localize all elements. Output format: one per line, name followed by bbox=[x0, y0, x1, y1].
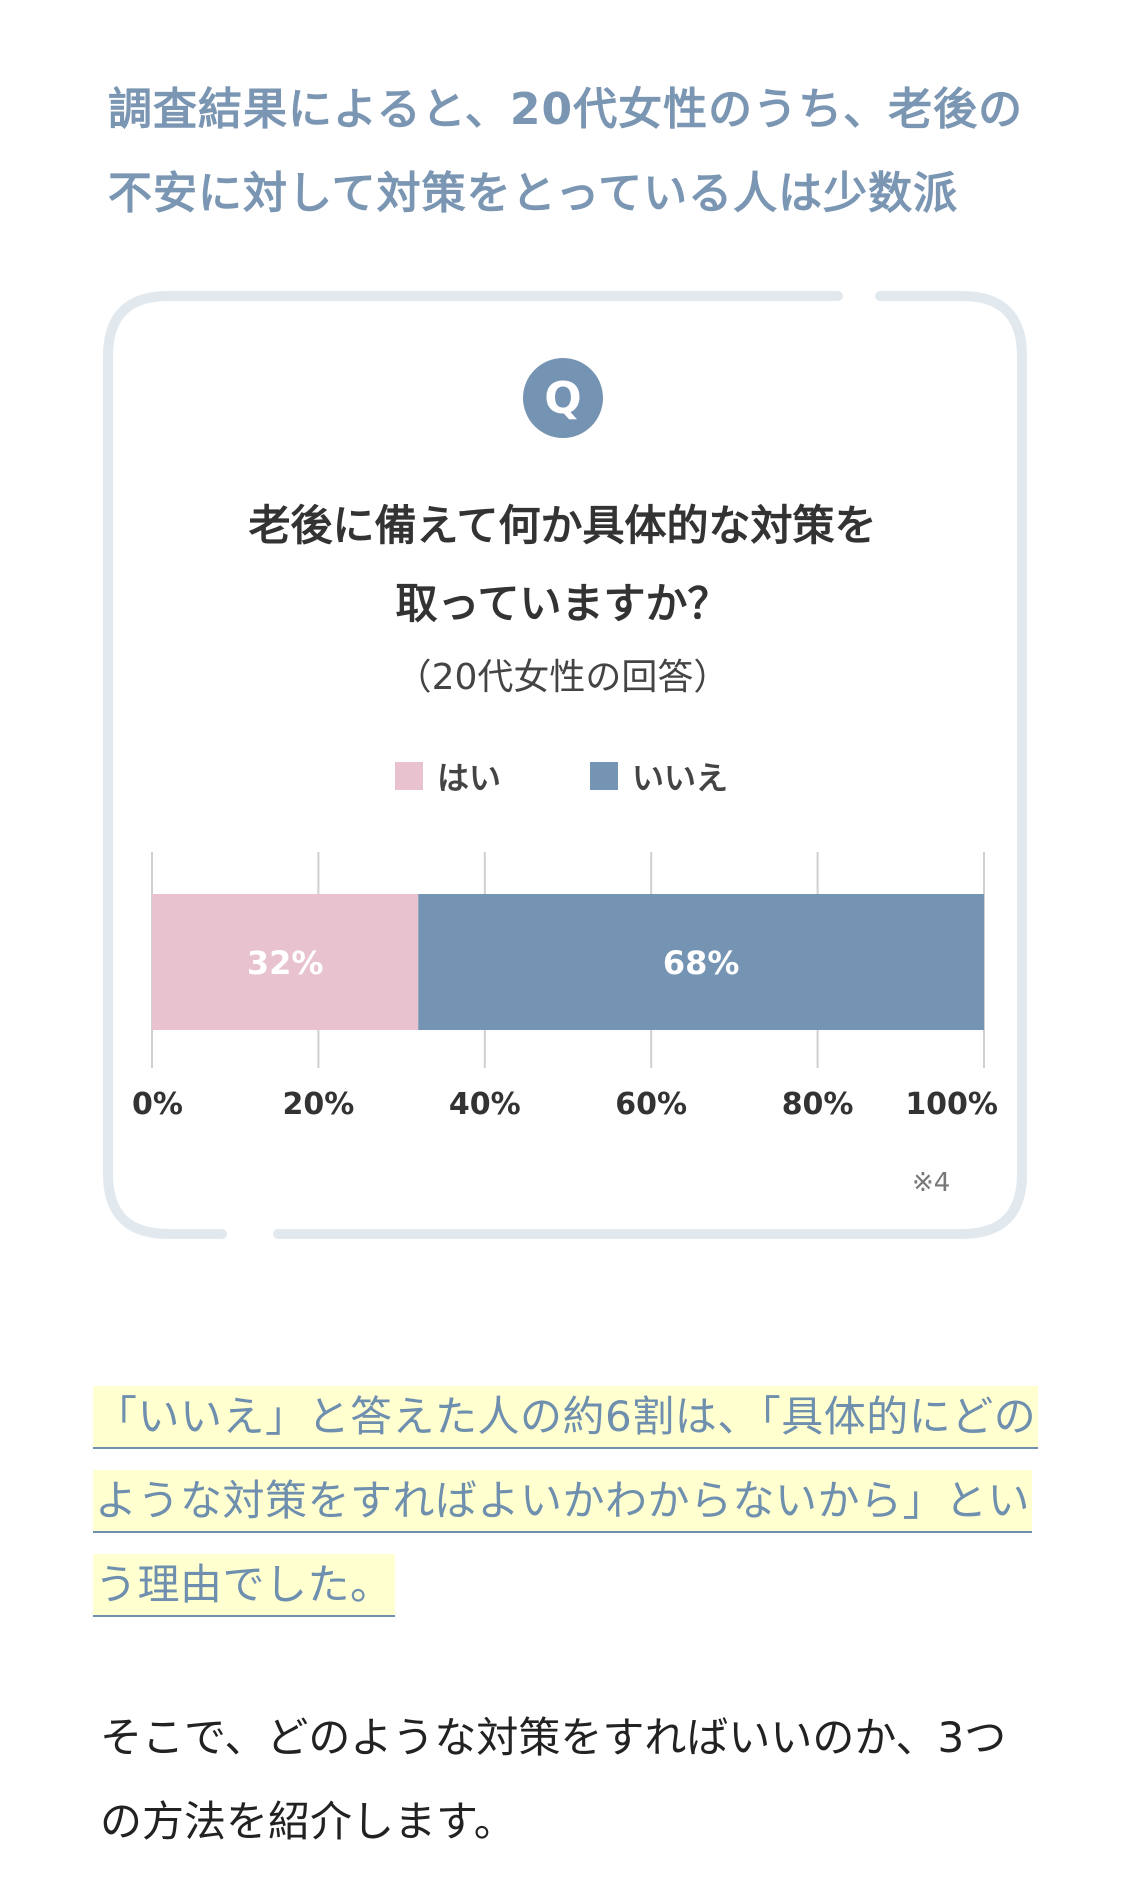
x-tick-label-20: 20% bbox=[282, 1087, 354, 1122]
chart-legend: はい いいえ bbox=[0, 753, 1125, 797]
x-tick-label-0: 0% bbox=[132, 1087, 183, 1122]
footnote-reference: ※4 bbox=[912, 1168, 951, 1198]
section-headline: 調査結果によると、20代女性のうち、老後の不安に対して対策をとっている人は少数派 bbox=[108, 84, 1024, 219]
bar-segment-yes bbox=[152, 894, 419, 1030]
x-tick-label-80: 80% bbox=[782, 1087, 854, 1122]
bar-label-yes: 32% bbox=[247, 944, 324, 982]
bar-label-no: 68% bbox=[663, 944, 740, 982]
x-tick-label-100: 100% bbox=[905, 1087, 998, 1122]
highlighted-finding-text: 「いいえ」と答えた人の約6割は、「具体的にどのような対策をすればよいかわからない… bbox=[93, 1386, 1039, 1617]
x-tick-label-60: 60% bbox=[615, 1087, 687, 1122]
legend-item-no: いいえ bbox=[590, 753, 728, 799]
legend-label-no: いいえ bbox=[632, 759, 729, 797]
legend-swatch-no bbox=[590, 762, 618, 790]
highlighted-finding: 「いいえ」と答えた人の約6割は、「具体的にどのような対策をすればよいかわからない… bbox=[93, 1375, 1043, 1627]
body-paragraph: そこで、どのような対策をすればいいのか、3つの方法を紹介します。 bbox=[100, 1713, 1007, 1846]
legend-item-yes: はい bbox=[395, 753, 501, 799]
x-tick-label-40: 40% bbox=[449, 1087, 521, 1122]
legend-label-yes: はい bbox=[437, 759, 502, 797]
bar-segment-no bbox=[418, 894, 984, 1030]
question-badge: Q bbox=[523, 358, 603, 438]
legend-swatch-yes bbox=[395, 762, 423, 790]
question-text-line1: 老後に備えて何か具体的な対策を bbox=[248, 501, 877, 550]
question-subtitle: （20代女性の回答） bbox=[395, 657, 730, 698]
question-text-line2: 取っていますか？ bbox=[395, 579, 730, 628]
